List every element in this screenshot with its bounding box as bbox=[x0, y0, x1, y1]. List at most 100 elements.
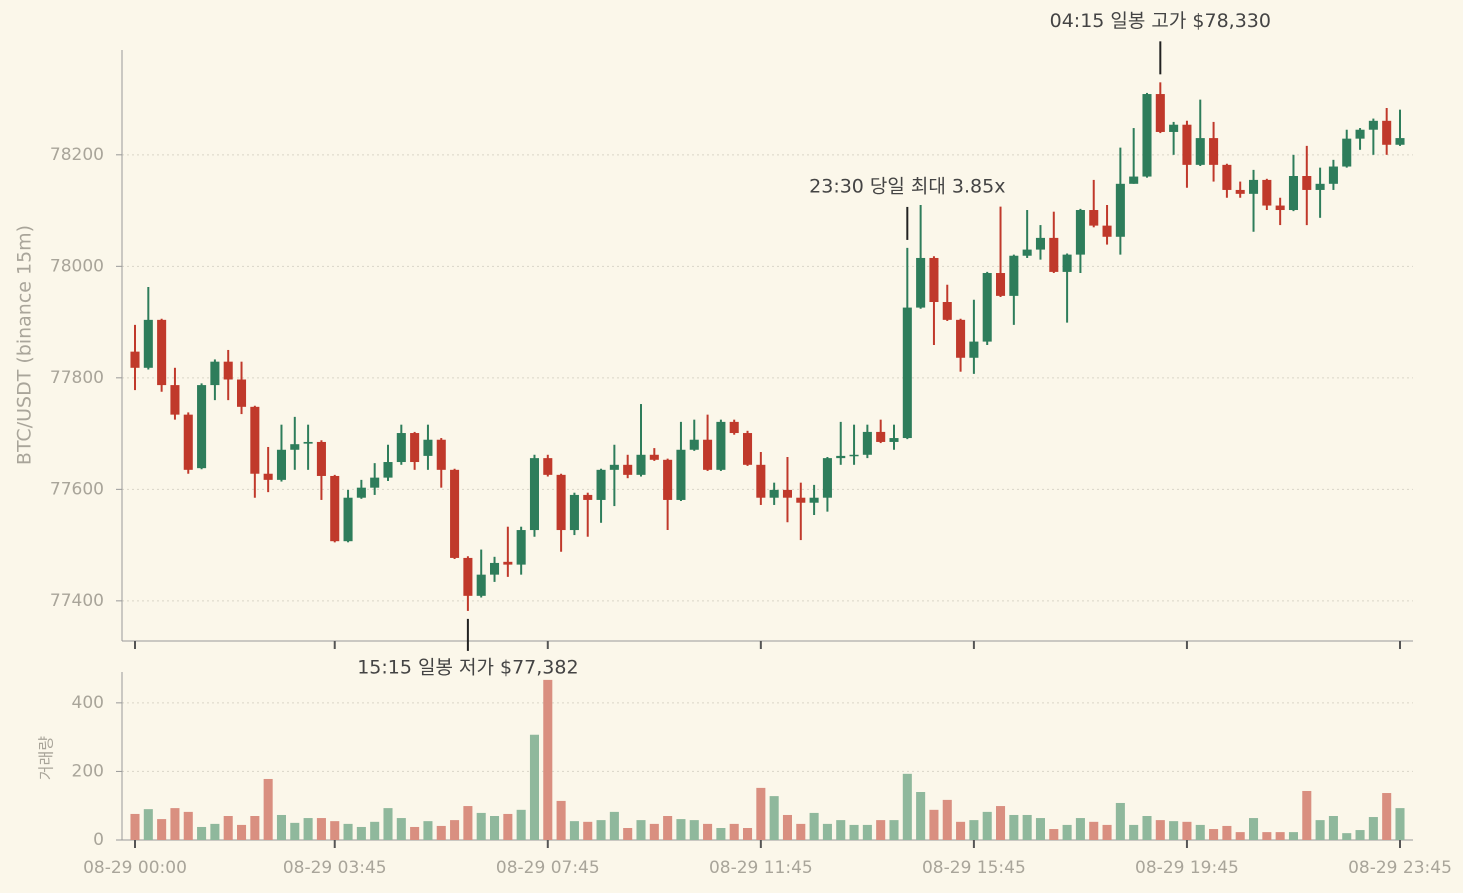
candle-body bbox=[623, 464, 633, 475]
volume-bar bbox=[1368, 817, 1378, 840]
volume-bar bbox=[556, 800, 566, 840]
candle-body bbox=[929, 257, 939, 303]
volume-bar bbox=[250, 816, 260, 840]
volume-bar bbox=[782, 814, 793, 840]
volume-bar bbox=[1302, 790, 1312, 840]
volume-bar bbox=[623, 828, 633, 840]
candle-body bbox=[130, 351, 140, 368]
candle-body bbox=[609, 464, 619, 470]
volume-bar bbox=[583, 821, 593, 840]
volume-bar bbox=[1355, 830, 1365, 840]
candle-body bbox=[1355, 129, 1365, 139]
x-tick-label: 08-29 11:45 bbox=[709, 858, 813, 878]
y-tick-label: 400 bbox=[72, 693, 104, 713]
volume-bar bbox=[729, 823, 739, 840]
candle-body bbox=[476, 574, 486, 596]
candle-body bbox=[636, 454, 646, 475]
candle-body bbox=[330, 475, 340, 542]
volume-bar bbox=[995, 806, 1006, 840]
candle-body bbox=[742, 433, 753, 465]
candle-body bbox=[902, 307, 912, 439]
volume-bar bbox=[916, 792, 926, 840]
candle-body bbox=[1209, 138, 1219, 165]
volume-bar bbox=[942, 799, 952, 840]
candle-body bbox=[303, 441, 313, 444]
volume-bar bbox=[410, 826, 420, 840]
candle-body bbox=[463, 557, 473, 596]
candle-body bbox=[676, 449, 686, 500]
volume-bar bbox=[516, 809, 526, 840]
volume-bar bbox=[1328, 816, 1338, 840]
volume-bar bbox=[130, 813, 140, 840]
volume-bar bbox=[796, 823, 806, 840]
y-tick-label: 78200 bbox=[50, 145, 104, 165]
volume-bar bbox=[290, 822, 300, 840]
volume-bar bbox=[636, 820, 646, 840]
x-tick-label: 08-29 07:45 bbox=[496, 858, 600, 878]
volume-bar bbox=[370, 821, 380, 840]
candle-body bbox=[1368, 120, 1378, 130]
candle-body bbox=[396, 433, 406, 463]
candle-body bbox=[450, 469, 460, 558]
volume-bar bbox=[143, 809, 153, 840]
candle-body bbox=[370, 477, 380, 488]
volume-bar bbox=[236, 824, 247, 840]
candle-body bbox=[756, 464, 766, 498]
candle-body bbox=[343, 497, 353, 542]
y-tick-label: 78000 bbox=[50, 256, 104, 276]
candle-body bbox=[1182, 124, 1192, 165]
volume-bar bbox=[1275, 832, 1285, 840]
volume-bar bbox=[1262, 832, 1272, 840]
volume-bar bbox=[450, 820, 460, 840]
volume-bar bbox=[529, 734, 540, 840]
candle-body bbox=[410, 433, 420, 463]
candle-body bbox=[1342, 138, 1352, 167]
candle-body bbox=[197, 385, 207, 469]
candle-body bbox=[1248, 179, 1259, 194]
volume-axis-label: 거래량 bbox=[37, 736, 56, 780]
candle-body bbox=[1049, 237, 1059, 272]
y-tick-label: 77600 bbox=[50, 479, 104, 499]
volume-bar bbox=[822, 823, 832, 840]
candle-body bbox=[1288, 176, 1299, 211]
volume-bar bbox=[1062, 824, 1072, 840]
volume-bar bbox=[316, 818, 326, 840]
x-tick-label: 08-29 19:45 bbox=[1135, 858, 1239, 878]
volume-bar bbox=[476, 812, 486, 840]
candle-body bbox=[157, 319, 167, 386]
candle-body bbox=[796, 497, 806, 503]
candle-body bbox=[276, 449, 287, 480]
volume-bar bbox=[1342, 833, 1352, 840]
candle-body bbox=[1129, 176, 1139, 184]
volume-bar bbox=[223, 816, 233, 840]
candle-body bbox=[543, 458, 553, 475]
volume-bar bbox=[862, 824, 872, 840]
volume-bar bbox=[1089, 821, 1099, 840]
candle-body bbox=[716, 421, 726, 470]
volume-bar bbox=[849, 824, 859, 840]
candle-body bbox=[556, 474, 566, 531]
volume-bar bbox=[343, 823, 353, 840]
volume-bar bbox=[303, 818, 313, 840]
candle-body bbox=[1382, 120, 1392, 145]
volume-bar bbox=[742, 828, 753, 840]
volume-bar bbox=[929, 809, 939, 840]
candle-body bbox=[1102, 225, 1112, 237]
candle-body bbox=[1222, 164, 1232, 190]
volume-bar bbox=[969, 820, 979, 840]
volume-bar bbox=[902, 773, 912, 840]
volume-bar bbox=[609, 811, 619, 840]
candle-body bbox=[1302, 176, 1312, 190]
candle-body bbox=[649, 454, 659, 460]
volume-bar bbox=[1155, 820, 1165, 840]
volume-bar bbox=[569, 821, 579, 840]
volume-bar bbox=[649, 823, 659, 840]
candle-body bbox=[769, 489, 779, 498]
volume-bar bbox=[1129, 824, 1139, 840]
volume-bar bbox=[489, 816, 500, 840]
y-tick-label: 0 bbox=[93, 830, 104, 850]
candle-body bbox=[1142, 94, 1152, 177]
volume-bar bbox=[703, 823, 713, 840]
candle-body bbox=[1395, 138, 1405, 145]
volume-bar bbox=[716, 828, 726, 840]
